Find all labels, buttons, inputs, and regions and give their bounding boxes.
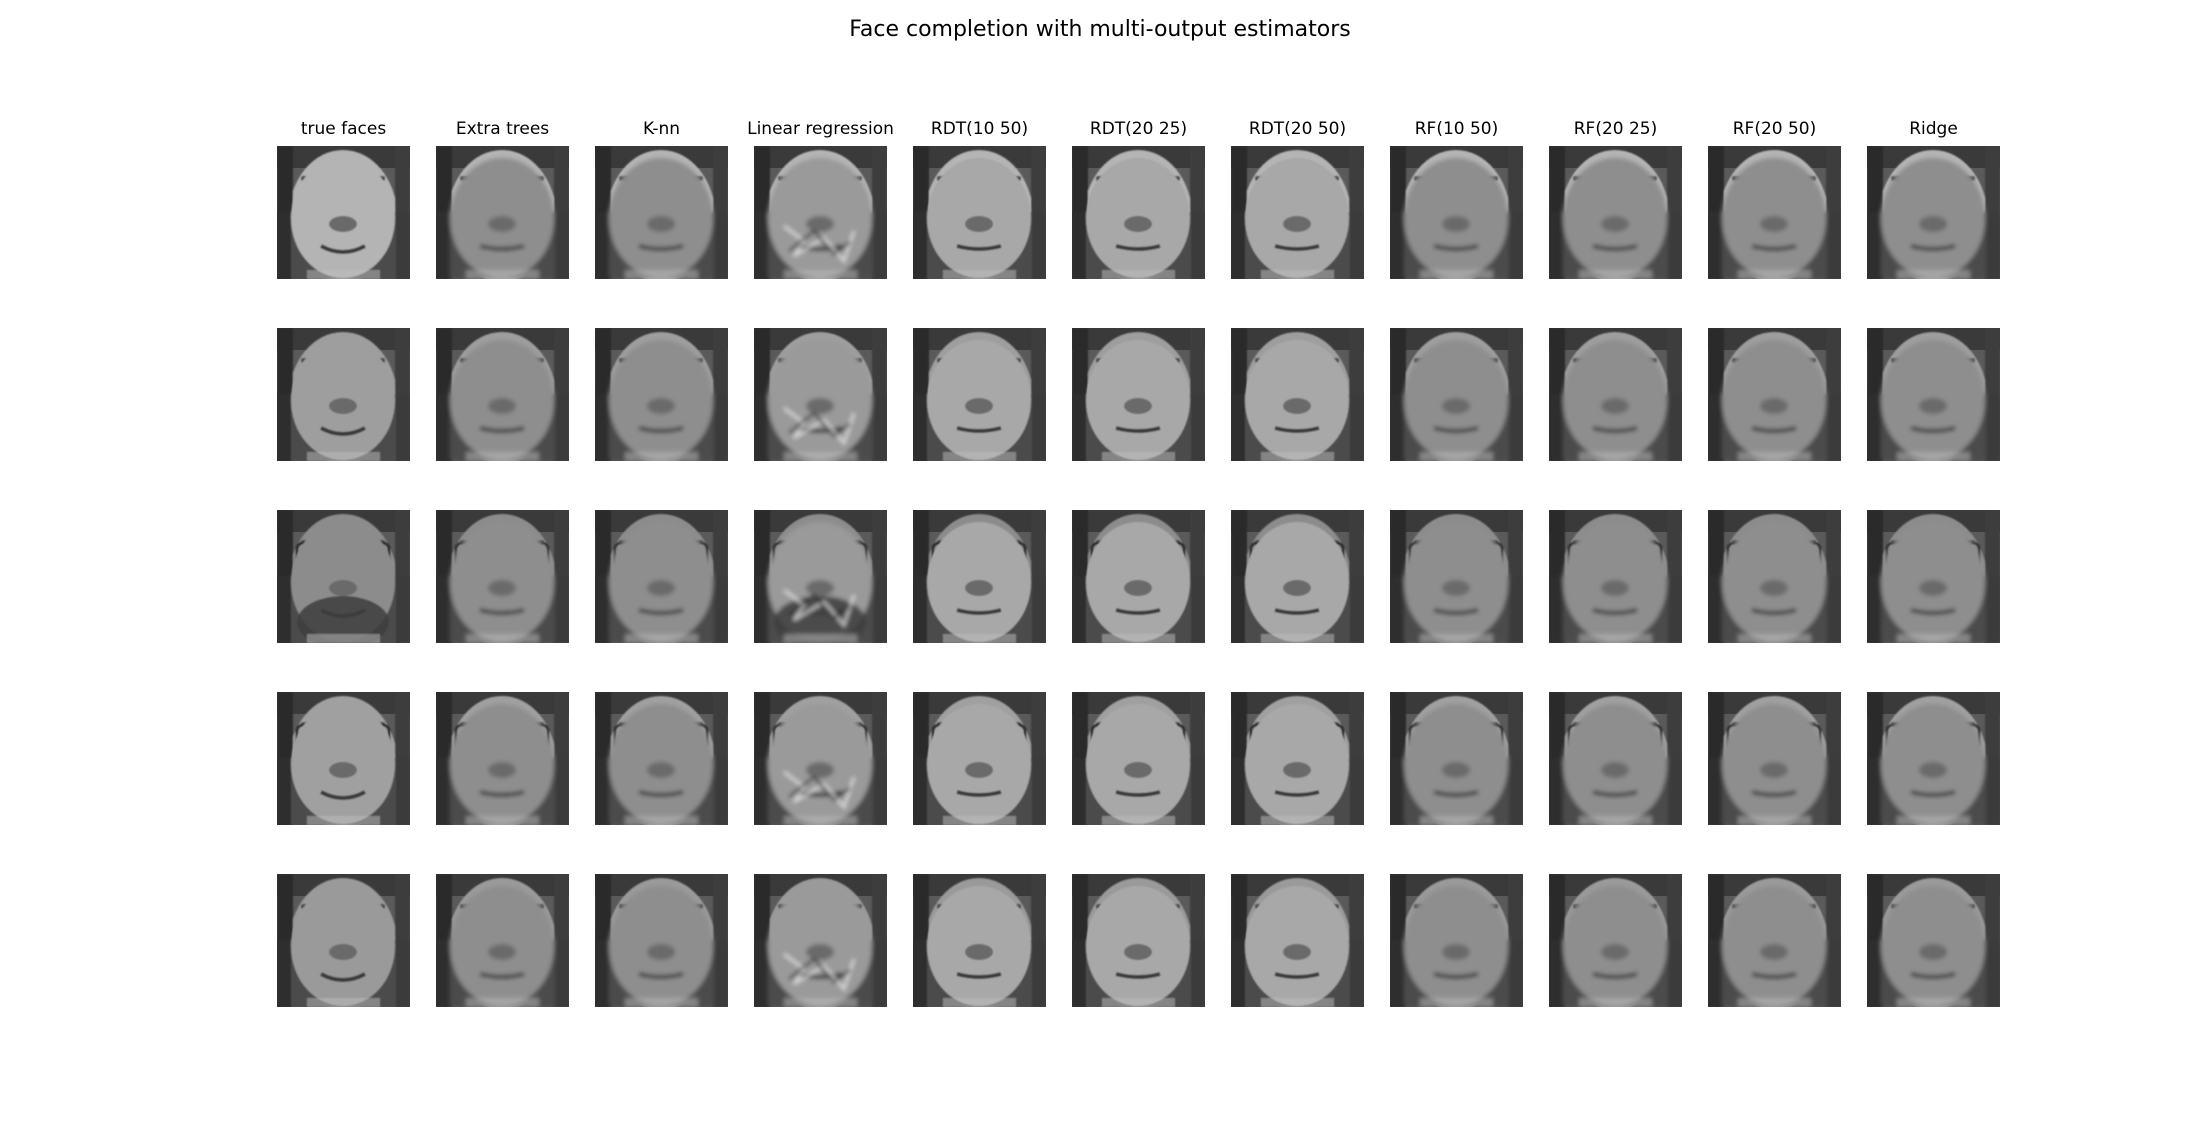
face-image-extra-trees-row-5 [436,874,569,1007]
face-image-true-faces-row-2 [277,328,410,461]
face-image-rf-20-50-row-4 [1708,692,1841,825]
face-image-k-nn-row-2 [595,328,728,461]
face-image-rf-10-50-row-4 [1390,692,1523,825]
column-title-linear-regression: Linear regression [747,119,894,139]
face-image-rdt-20-25-row-2 [1072,328,1205,461]
face-image-true-faces-row-4 [277,692,410,825]
face-image-rdt-20-25-row-3 [1072,510,1205,643]
face-image-rf-20-25-row-3 [1549,510,1682,643]
face-image-ridge-row-4 [1867,692,2000,825]
column-title-extra-trees: Extra trees [455,119,550,139]
face-image-rf-20-50-row-3 [1708,510,1841,643]
face-image-ridge-row-2 [1867,328,2000,461]
face-image-extra-trees-row-4 [436,692,569,825]
face-image-rdt-20-25-row-5 [1072,874,1205,1007]
column-title-ridge: Ridge [1909,119,1958,139]
column-title-rf-20-50: RF(20 50) [1732,119,1817,139]
face-image-rdt-10-50-row-5 [913,874,1046,1007]
column-title-rdt-20-50: RDT(20 50) [1248,119,1347,139]
face-image-rdt-20-25-row-1 [1072,146,1205,279]
face-image-rf-20-25-row-4 [1549,692,1682,825]
column-title-true-faces: true faces [300,119,387,139]
column-title-rf-10-50: RF(10 50) [1414,119,1499,139]
face-image-rf-20-50-row-1 [1708,146,1841,279]
face-image-rf-20-25-row-5 [1549,874,1682,1007]
column-title-rdt-10-50: RDT(10 50) [930,119,1029,139]
face-image-rf-10-50-row-5 [1390,874,1523,1007]
face-image-linear-regression-row-5 [754,874,887,1007]
face-image-ridge-row-5 [1867,874,2000,1007]
face-image-linear-regression-row-1 [754,146,887,279]
face-image-extra-trees-row-1 [436,146,569,279]
face-image-extra-trees-row-3 [436,510,569,643]
face-image-ridge-row-1 [1867,146,2000,279]
column-title-k-nn: K-nn [642,119,681,139]
face-image-rf-20-50-row-2 [1708,328,1841,461]
face-image-rdt-10-50-row-4 [913,692,1046,825]
face-image-linear-regression-row-2 [754,328,887,461]
face-image-rdt-10-50-row-1 [913,146,1046,279]
face-image-k-nn-row-1 [595,146,728,279]
face-image-rdt-20-50-row-3 [1231,510,1364,643]
face-image-linear-regression-row-3 [754,510,887,643]
face-image-rdt-20-50-row-5 [1231,874,1364,1007]
column-title-rf-20-25: RF(20 25) [1573,119,1658,139]
face-image-extra-trees-row-2 [436,328,569,461]
face-image-rdt-20-50-row-1 [1231,146,1364,279]
face-image-linear-regression-row-4 [754,692,887,825]
column-title-rdt-20-25: RDT(20 25) [1089,119,1188,139]
face-image-true-faces-row-3 [277,510,410,643]
face-image-ridge-row-3 [1867,510,2000,643]
face-image-k-nn-row-5 [595,874,728,1007]
face-image-rf-10-50-row-1 [1390,146,1523,279]
face-image-true-faces-row-5 [277,874,410,1007]
face-image-rdt-20-25-row-4 [1072,692,1205,825]
face-image-k-nn-row-3 [595,510,728,643]
face-image-rf-20-50-row-5 [1708,874,1841,1007]
face-image-rdt-10-50-row-3 [913,510,1046,643]
face-image-rdt-20-50-row-2 [1231,328,1364,461]
face-image-rdt-10-50-row-2 [913,328,1046,461]
face-image-rf-20-25-row-2 [1549,328,1682,461]
face-image-true-faces-row-1 [277,146,410,279]
face-image-rf-10-50-row-2 [1390,328,1523,461]
face-image-k-nn-row-4 [595,692,728,825]
face-image-rf-10-50-row-3 [1390,510,1523,643]
face-image-rf-20-25-row-1 [1549,146,1682,279]
face-image-rdt-20-50-row-4 [1231,692,1364,825]
figure-title: Face completion with multi-output estima… [849,17,1351,42]
